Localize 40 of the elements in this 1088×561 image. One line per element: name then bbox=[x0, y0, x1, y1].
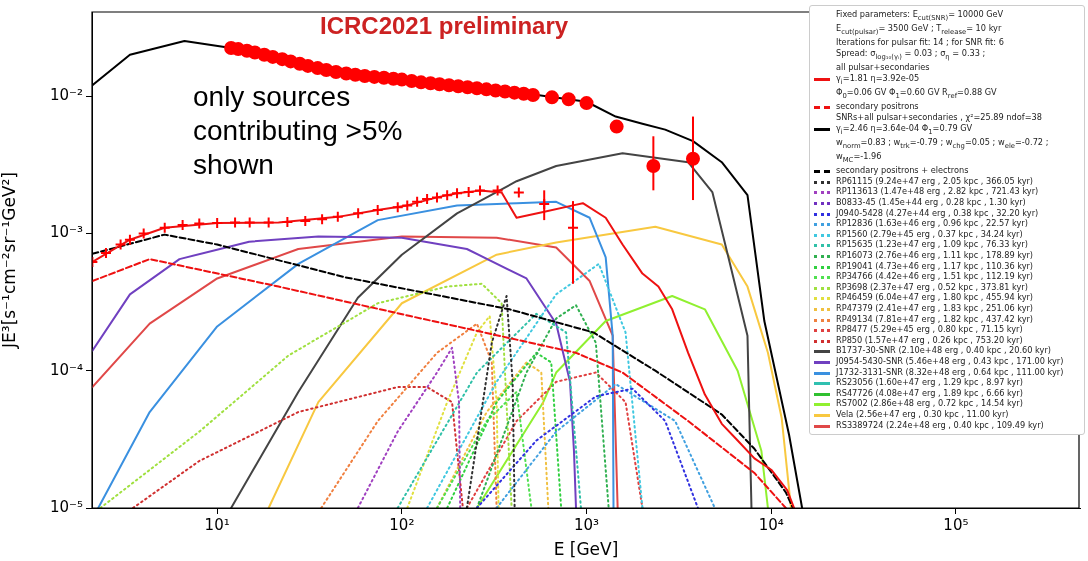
legend-label: RP46459 (6.04e+47 erg , 1.80 kpc , 455.94 kyr) bbox=[836, 292, 1034, 303]
legend-label: RS3389724 (2.24e+48 erg , 0.40 kpc , 109.49 kyr) bbox=[836, 419, 1044, 431]
legend-label: RS7002 (2.86e+48 erg , 0.72 kpc , 14.54 kyr) bbox=[836, 398, 1023, 409]
legend-label: RP34766 (4.42e+46 erg , 1.51 kpc , 112.19 kyr) bbox=[836, 271, 1034, 282]
legend-label: RP49134 (7.81e+47 erg , 1.82 kpc , 437.42 kyr) bbox=[836, 313, 1034, 325]
legend-label: B1737-30-SNR (2.10e+48 erg , 0.40 kpc , 20.60 kyr) bbox=[836, 345, 1051, 356]
text: Fixed parameters: E$_{cut(SNR)}$= 10000 GeV E$_{cut(pulsar)}$= 3500 GeV ; T$_{release}$= 10 kyr Iterations for pulsar fit: 14 ; for SNR fit: 6 Spread: σ$_{log₁₀(γᵢ)}$ = 0.03 ; σ$_{η}$ = 0.33 ; bbox=[836, 9, 1004, 61]
x-tick-label: 10¹ bbox=[204, 515, 230, 534]
y-tick-label: 10⁻⁵ bbox=[49, 497, 83, 516]
legend-label: RS23056 (1.60e+47 erg , 1.29 kpc , 8.97 kyr) bbox=[836, 377, 1023, 388]
legend-label: RP850 (1.57e+47 erg , 0.26 kpc , 753.20 kyr) bbox=[836, 334, 1023, 346]
legend-label: RP47379 (2.41e+47 erg , 1.83 kpc , 251.06 kyr) bbox=[836, 302, 1034, 314]
x-tick-label: 10³ bbox=[573, 515, 600, 534]
y-tick-label: 10⁻⁴ bbox=[49, 360, 83, 379]
legend-label: RP61115 (9.24e+47 erg , 2.05 kpc , 366.05 kyr) bbox=[836, 175, 1034, 187]
legend-label: RP19041 (4.73e+46 erg , 1.17 kpc , 110.36 kyr) bbox=[836, 260, 1034, 272]
legend-label: RP1560 (2.79e+45 erg , 0.37 kpc , 34.24 kyr) bbox=[836, 228, 1023, 240]
legend-label: Vela (2.56e+47 erg , 0.30 kpc , 11.00 kyr) bbox=[836, 408, 1009, 420]
x-axis-title: E [GeV] bbox=[553, 539, 619, 560]
legend-label: RS47726 (4.08e+47 erg , 1.89 kpc , 6.66 kyr) bbox=[836, 387, 1023, 399]
legend-label: RP16073 (2.76e+46 erg , 1.11 kpc , 178.89 kyr) bbox=[836, 250, 1034, 261]
legend-label: secondary positrons + electrons bbox=[836, 165, 969, 176]
legend-label: J1732-3131-SNR (8.32e+48 erg , 0.64 kpc , 111.00 kyr) bbox=[836, 366, 1064, 378]
y-tick-label: 10⁻³ bbox=[49, 223, 83, 242]
legend-label: J0940-5428 (4.27e+44 erg , 0.38 kpc , 32.20 kyr) bbox=[836, 207, 1039, 219]
legend-label: RP113613 (1.47e+48 erg , 2.82 kpc , 721.43 kyr) bbox=[836, 186, 1039, 198]
legend-label: RP15635 (1.23e+47 erg , 1.09 kpc , 76.33 kyr) bbox=[836, 239, 1028, 250]
x-tick-label: 10² bbox=[389, 515, 415, 534]
legend-label: J0954-5430-SNR (5.46e+48 erg , 0.43 kpc , 171.00 kyr) bbox=[836, 355, 1064, 367]
y-tick-label: 10⁻² bbox=[49, 86, 83, 105]
legend-label: RP12836 (1.63e+46 erg , 0.96 kpc , 22.57 kyr) bbox=[836, 218, 1028, 229]
legend-label: B0833-45 (1.45e+44 erg , 0.28 kpc , 1.30 kyr) bbox=[836, 197, 1026, 208]
y-axis-title: JE³[s⁻¹cm⁻²sr⁻¹GeV²] bbox=[0, 172, 19, 349]
chart-title: ICRC2021 preliminary bbox=[320, 12, 569, 40]
x-tick-label: 10⁵ bbox=[943, 515, 969, 534]
legend-label: secondary positrons bbox=[836, 101, 919, 112]
legend-label: RP3698 (2.37e+47 erg , 0.52 kpc , 373.81 kyr) bbox=[836, 281, 1028, 293]
legend-label: RP8477 (5.29e+45 erg , 0.80 kpc , 71.15 kyr) bbox=[836, 324, 1023, 335]
x-tick-label: 10⁴ bbox=[758, 515, 784, 534]
annotation: only sources contributing >5% shown bbox=[193, 80, 404, 182]
